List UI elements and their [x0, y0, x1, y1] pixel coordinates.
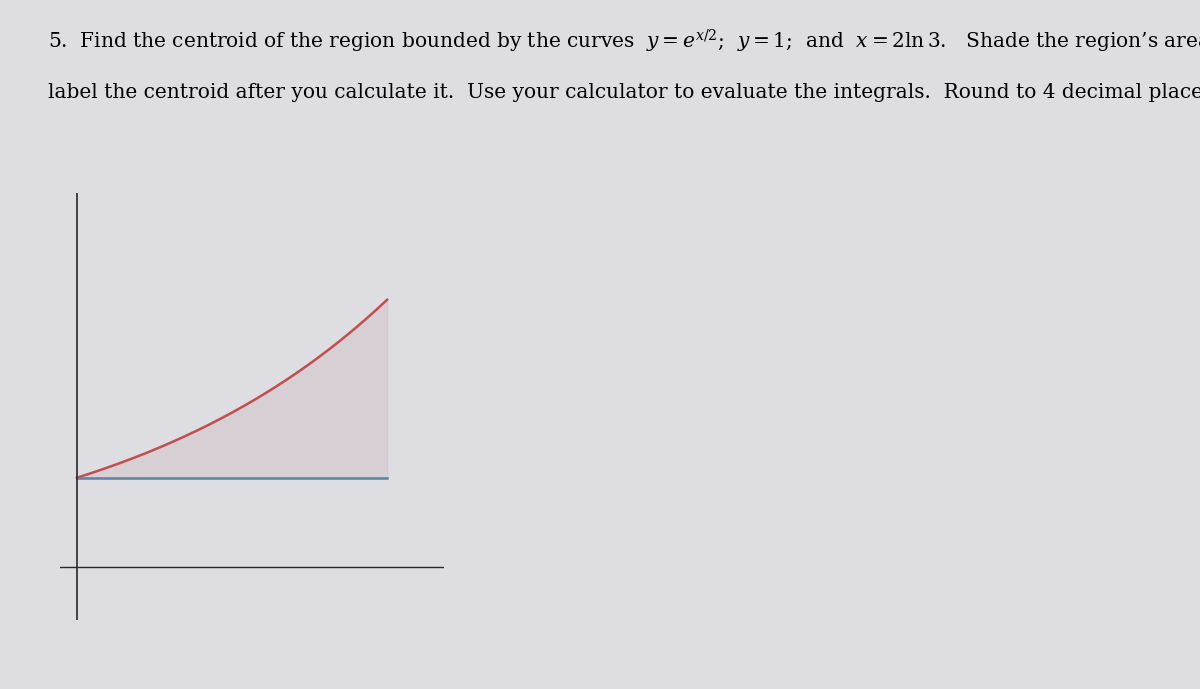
Text: 5.  Find the centroid of the region bounded by the curves  $y = e^{x/2}$;  $y = : 5. Find the centroid of the region bound… [48, 28, 1200, 54]
Text: label the centroid after you calculate it.  Use your calculator to evaluate the : label the centroid after you calculate i… [48, 83, 1200, 102]
